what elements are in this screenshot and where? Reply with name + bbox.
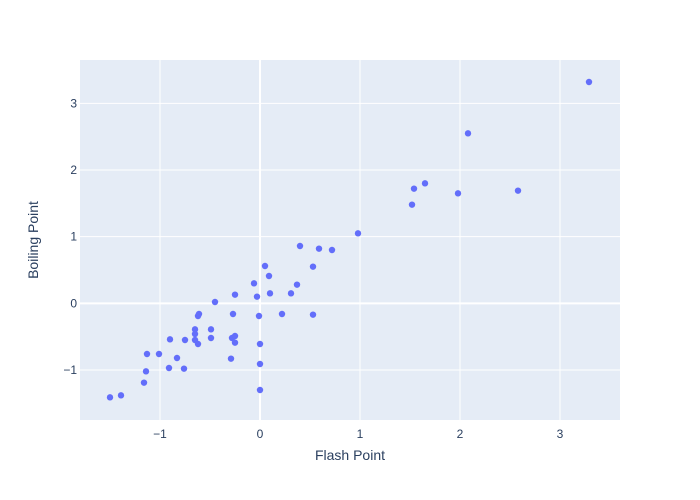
- data-point: [408, 201, 416, 208]
- data-point: [231, 339, 239, 346]
- data-point: [261, 262, 269, 270]
- data-point: [231, 291, 239, 298]
- data-point: [180, 365, 188, 372]
- y-tick-label: −1: [63, 363, 77, 377]
- data-point: [181, 336, 189, 344]
- data-point: [231, 332, 239, 340]
- data-point: [207, 334, 215, 342]
- data-point: [143, 350, 151, 358]
- plot-area: [80, 60, 620, 420]
- data-point: [328, 246, 336, 254]
- data-point: [585, 78, 593, 86]
- data-point: [278, 310, 286, 318]
- data-point: [256, 386, 264, 394]
- x-tick-label: 1: [357, 427, 364, 441]
- data-point: [191, 326, 199, 333]
- data-point: [142, 368, 150, 375]
- data-point: [229, 310, 237, 318]
- data-point: [266, 290, 274, 297]
- data-point: [309, 311, 317, 318]
- x-tick-label: 2: [457, 427, 464, 441]
- x-tick-label: 3: [557, 427, 564, 441]
- data-point: [253, 293, 261, 300]
- data-point: [155, 350, 163, 358]
- data-point: [191, 330, 199, 338]
- data-point: [195, 310, 203, 318]
- data-point: [207, 326, 215, 333]
- data-point: [194, 340, 202, 348]
- data-point: [256, 360, 264, 368]
- data-point: [287, 290, 295, 297]
- y-axis-title: Boiling Point: [25, 201, 41, 279]
- data-point: [315, 245, 323, 252]
- data-point: [106, 394, 114, 401]
- data-point: [140, 379, 148, 386]
- y-tick-label: 3: [70, 96, 77, 110]
- data-point: [117, 392, 125, 399]
- data-points: [106, 78, 593, 401]
- data-point: [211, 298, 219, 306]
- y-tick-label: 2: [70, 163, 77, 177]
- data-point: [514, 187, 522, 194]
- data-point: [265, 272, 273, 280]
- tick-labels: −1 0 1 2 3 −1 0 1 2 3: [63, 96, 563, 441]
- x-axis-title: Flash Point: [315, 447, 385, 463]
- data-point: [227, 355, 235, 362]
- data-point: [173, 354, 181, 362]
- data-point: [354, 230, 362, 237]
- y-tick-label: 1: [70, 230, 77, 244]
- data-point: [454, 190, 462, 197]
- y-tick-label: 0: [70, 296, 77, 310]
- data-point: [255, 312, 263, 320]
- x-tick-label: −1: [153, 427, 167, 441]
- data-point: [309, 263, 317, 270]
- gridlines: [80, 60, 620, 420]
- data-point: [410, 185, 418, 192]
- data-point: [165, 364, 173, 372]
- data-point: [296, 242, 304, 250]
- data-point: [293, 281, 301, 288]
- data-point: [421, 180, 429, 187]
- data-point: [166, 336, 174, 343]
- data-point: [464, 130, 472, 137]
- x-tick-label: 0: [257, 427, 264, 441]
- data-point: [250, 280, 258, 287]
- data-point: [256, 340, 264, 348]
